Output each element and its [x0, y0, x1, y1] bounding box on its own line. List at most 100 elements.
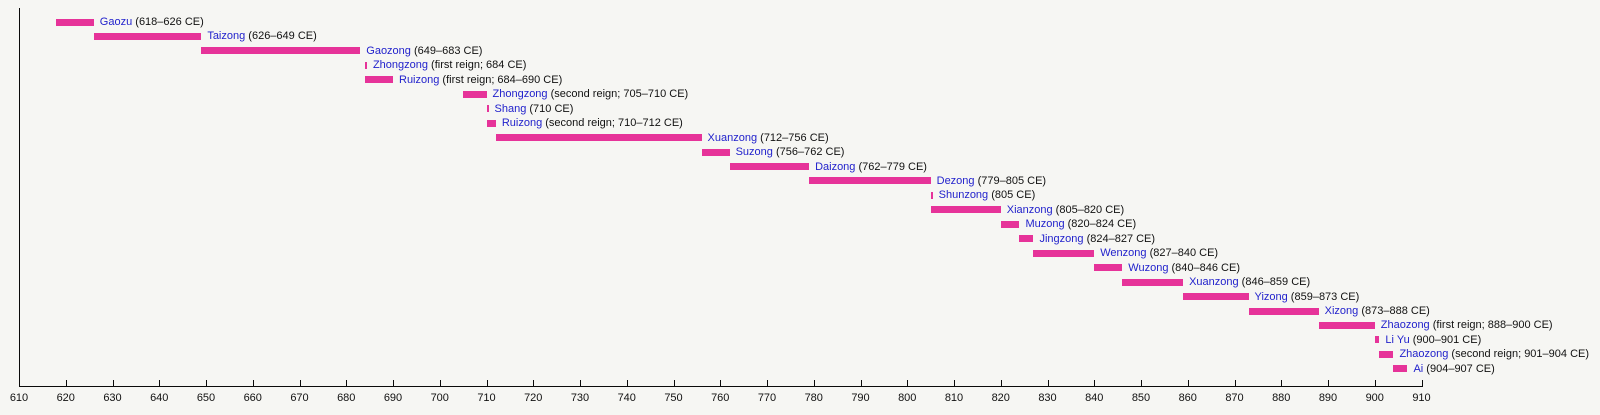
emperor-name-link[interactable]: Ruizong: [501, 117, 543, 130]
reign-dates: (805–820 CE): [1052, 203, 1125, 216]
reign-bar: [495, 134, 702, 142]
emperor-name-link[interactable]: Ai: [1413, 362, 1424, 375]
reign-label: Gaozu (618–626 CE): [100, 15, 204, 29]
emperor-name-link[interactable]: Xuanzong: [707, 131, 758, 144]
x-axis-tick-label: 710: [477, 392, 496, 404]
emperor-name-link[interactable]: Gaozu: [99, 16, 133, 28]
x-axis-tick-label: 650: [196, 392, 216, 404]
x-axis-tick-label: 660: [243, 392, 262, 404]
reign-bar: [201, 47, 361, 55]
x-axis-tick: [907, 380, 909, 386]
emperor-name-link[interactable]: Xizong: [1324, 305, 1359, 317]
reign-label: Zhongzong (second reign; 705–710 CE): [493, 87, 689, 101]
reign-bar: [1122, 278, 1184, 286]
x-axis-tick: [1047, 380, 1049, 386]
reign-dates: (first reign; 684 CE): [427, 59, 527, 72]
reign-label: Zhaozong (second reign; 901–904 CE): [1399, 347, 1589, 361]
reign-dates: (827–840 CE): [1146, 247, 1219, 260]
emperor-name-link[interactable]: Shang: [494, 102, 527, 115]
emperor-name-link[interactable]: Daizong: [815, 160, 856, 173]
x-axis-tick: [439, 380, 441, 386]
x-axis-tick: [346, 380, 348, 386]
reign-bar: [463, 90, 487, 98]
x-axis-tick: [252, 380, 254, 386]
reign-dates: (824–827 CE): [1083, 232, 1156, 245]
emperor-name-link[interactable]: Zhongzong: [492, 88, 548, 101]
reign-dates: (618–626 CE): [132, 16, 204, 28]
reign-label: Daizong (762–779 CE): [815, 160, 927, 174]
x-axis-tick: [580, 380, 581, 386]
x-axis-tick-label: 610: [9, 392, 29, 404]
x-axis-tick: [1187, 380, 1189, 386]
x-axis-tick-label: 680: [337, 392, 356, 404]
reign-label: Dezong (779–805 CE): [937, 174, 1046, 188]
x-axis-tick-label: 790: [851, 392, 870, 404]
x-axis-tick: [533, 380, 535, 386]
x-axis-tick-label: 730: [570, 392, 590, 404]
reign-dates: (626–649 CE): [245, 30, 317, 43]
reign-bar: [1019, 235, 1034, 243]
reign-bar: [1318, 321, 1375, 329]
emperor-name-link[interactable]: Gaozong: [366, 44, 411, 57]
emperor-name-link[interactable]: Dezong: [936, 174, 975, 187]
x-axis-tick-label: 700: [430, 392, 449, 404]
emperor-name-link[interactable]: Xuanzong: [1189, 276, 1239, 289]
x-axis-tick-label: 800: [898, 392, 917, 404]
reign-label: Muzong (820–824 CE): [1025, 217, 1136, 231]
reign-dates: (second reign; 901–904 CE): [1448, 348, 1590, 361]
reign-bar: [486, 105, 489, 113]
reign-dates: (840–846 CE): [1168, 261, 1241, 274]
y-axis-line: [19, 8, 20, 386]
x-axis-tick-label: 620: [56, 392, 75, 404]
emperor-name-link[interactable]: Zhongzong: [372, 59, 428, 72]
reign-dates: (649–683 CE): [410, 44, 483, 57]
reign-label: Xuanzong (846–859 CE): [1189, 275, 1310, 289]
reign-label: Xianzong (805–820 CE): [1007, 203, 1124, 217]
x-axis-tick: [1094, 380, 1096, 386]
reign-label: Suzong (756–762 CE): [736, 145, 845, 159]
emperor-name-link[interactable]: Zhaozong: [1399, 348, 1449, 361]
reign-bar: [1094, 264, 1123, 272]
x-axis-tick: [1374, 380, 1376, 386]
reign-bar: [364, 76, 393, 84]
x-axis-tick-label: 740: [617, 392, 636, 404]
x-axis-tick: [1234, 380, 1236, 386]
reign-dates: (820–824 CE): [1064, 218, 1137, 231]
x-axis-tick: [720, 380, 722, 386]
x-axis-tick-label: 770: [757, 392, 777, 404]
x-axis-tick-label: 640: [150, 392, 169, 404]
x-axis-tick-label: 630: [103, 392, 122, 404]
emperor-name-link[interactable]: Li Yu: [1385, 333, 1410, 346]
reign-label: Ruizong (second reign; 710–712 CE): [502, 116, 683, 130]
reign-dates: (756–762 CE): [772, 146, 845, 159]
emperor-name-link[interactable]: Wuzong: [1128, 261, 1169, 274]
emperor-name-link[interactable]: Muzong: [1025, 218, 1065, 231]
reign-dates: (900–901 CE): [1409, 333, 1482, 346]
emperor-name-link[interactable]: Shunzong: [938, 189, 989, 202]
reign-bar: [1183, 293, 1249, 301]
x-axis-tick-label: 850: [1131, 392, 1151, 404]
emperor-name-link[interactable]: Xianzong: [1006, 203, 1053, 216]
x-axis-tick: [673, 380, 675, 386]
reign-bar: [1248, 307, 1319, 315]
x-axis-tick: [813, 380, 815, 386]
emperor-name-link[interactable]: Taizong: [207, 30, 246, 43]
x-axis-tick-label: 720: [524, 392, 543, 404]
emperor-name-link[interactable]: Zhaozong: [1380, 319, 1430, 332]
emperor-name-link[interactable]: Jingzong: [1039, 232, 1084, 245]
x-axis-tick: [1421, 380, 1423, 386]
emperor-name-link[interactable]: Suzong: [735, 146, 773, 159]
reign-bar: [56, 18, 94, 26]
reign-label: Zhaozong (first reign; 888–900 CE): [1381, 318, 1553, 332]
x-axis-tick: [65, 380, 67, 386]
x-axis-tick-label: 750: [664, 392, 683, 404]
emperor-name-link[interactable]: Ruizong: [399, 73, 440, 86]
reign-bar: [1393, 365, 1408, 373]
emperor-name-link[interactable]: Yizong: [1254, 290, 1288, 303]
reign-dates: (873–888 CE): [1358, 305, 1430, 317]
emperor-name-link[interactable]: Wenzong: [1100, 247, 1147, 260]
reign-bar: [364, 61, 367, 69]
reign-dates: (712–756 CE): [757, 131, 829, 144]
reign-bar: [486, 119, 496, 127]
